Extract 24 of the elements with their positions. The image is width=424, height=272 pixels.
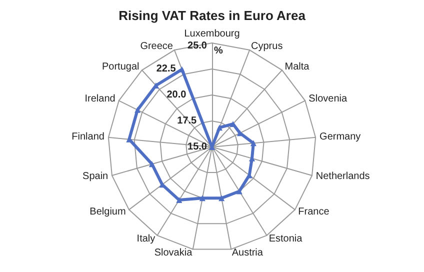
- spoke-label: Ireland: [84, 93, 116, 104]
- y-tick-label: 20.0: [166, 90, 187, 100]
- spoke-label: Germany: [320, 132, 361, 143]
- spoke-label: Cyprus: [251, 40, 283, 52]
- spoke-label: Slovakia: [154, 248, 193, 259]
- y-tick-label: 17.5: [177, 116, 198, 126]
- y-tick-label: 25.0: [188, 40, 208, 52]
- spoke-label: Greece: [140, 40, 174, 52]
- spoke-label: Estonia: [268, 233, 303, 244]
- chart-title: Rising VAT Rates in Euro Area: [118, 8, 306, 23]
- y-tick-label: 22.5: [156, 64, 176, 74]
- spoke-label: Belgium: [90, 206, 126, 218]
- spoke-label: Luxembourg: [184, 28, 240, 40]
- text: %: [214, 46, 223, 56]
- y-tick-label: 15.0: [188, 142, 208, 152]
- spoke-label: Spain: [82, 171, 108, 182]
- spoke-label: Finland: [72, 132, 104, 143]
- spoke-label: Austria: [232, 248, 264, 259]
- spoke-label: Slovenia: [308, 93, 348, 104]
- spoke-label: Portugal: [102, 62, 140, 73]
- spoke-label: Netherlands: [316, 171, 370, 182]
- spoke-label: Italy: [136, 233, 156, 244]
- spoke-label: Malta: [284, 62, 310, 73]
- spoke-label: France: [298, 206, 330, 218]
